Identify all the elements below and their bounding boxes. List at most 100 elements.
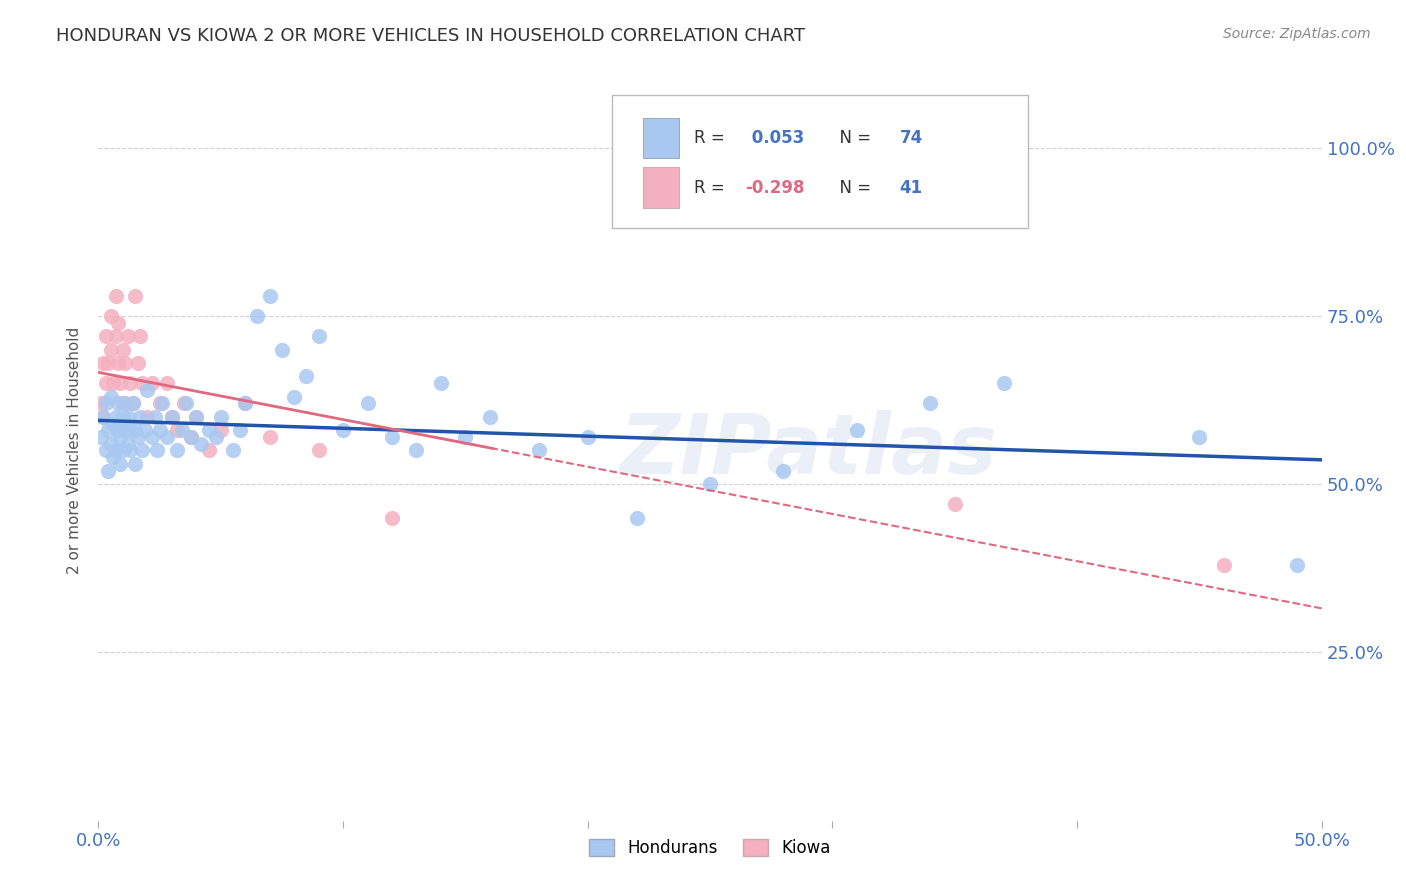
Point — [97, 464, 120, 478]
Point — [160, 409, 183, 424]
Point — [124, 423, 146, 437]
Point — [222, 443, 245, 458]
Y-axis label: 2 or more Vehicles in Household: 2 or more Vehicles in Household — [67, 326, 83, 574]
Point — [129, 329, 152, 343]
Point — [136, 409, 159, 424]
Point — [295, 369, 318, 384]
Point — [90, 396, 112, 410]
Point — [1286, 558, 1309, 572]
Point — [94, 329, 117, 343]
Point — [127, 356, 149, 370]
FancyBboxPatch shape — [643, 168, 679, 208]
Text: ZIPatlas: ZIPatlas — [619, 410, 997, 491]
Point — [381, 510, 404, 524]
Point — [186, 409, 208, 424]
Point — [104, 443, 127, 458]
Point — [111, 443, 134, 458]
FancyBboxPatch shape — [612, 95, 1028, 228]
Point — [94, 396, 117, 410]
Point — [120, 376, 142, 391]
Point — [405, 443, 427, 458]
Point — [91, 409, 114, 424]
Point — [186, 409, 208, 424]
Text: 74: 74 — [900, 129, 922, 147]
Point — [576, 430, 599, 444]
Point — [270, 343, 294, 357]
Point — [94, 443, 117, 458]
Point — [143, 409, 166, 424]
Point — [110, 457, 132, 471]
Point — [141, 430, 163, 444]
Point — [166, 443, 188, 458]
Point — [141, 376, 163, 391]
Point — [626, 510, 648, 524]
Point — [117, 436, 139, 450]
Point — [332, 423, 354, 437]
Point — [233, 396, 256, 410]
Point — [111, 409, 134, 424]
Point — [120, 443, 142, 458]
Point — [259, 430, 281, 444]
Point — [160, 409, 183, 424]
Point — [134, 423, 156, 437]
Point — [283, 390, 305, 404]
Point — [91, 356, 114, 370]
Point — [104, 329, 127, 343]
Point — [699, 477, 721, 491]
Point — [107, 356, 129, 370]
Legend: Hondurans, Kiowa: Hondurans, Kiowa — [582, 832, 838, 864]
Point — [114, 423, 136, 437]
Text: 0.053: 0.053 — [745, 129, 804, 147]
Point — [91, 409, 114, 424]
Point — [478, 409, 501, 424]
Point — [527, 443, 550, 458]
Point — [146, 443, 169, 458]
Point — [101, 376, 124, 391]
Point — [110, 376, 132, 391]
Point — [101, 450, 124, 465]
Point — [356, 396, 378, 410]
Text: -0.298: -0.298 — [745, 178, 806, 197]
Point — [111, 343, 134, 357]
Text: R =: R = — [695, 178, 730, 197]
Point — [111, 396, 134, 410]
Point — [381, 430, 404, 444]
Point — [104, 288, 127, 302]
Point — [136, 383, 159, 397]
Point — [156, 430, 179, 444]
Point — [246, 309, 269, 323]
Point — [107, 396, 129, 410]
Point — [190, 436, 212, 450]
Point — [100, 436, 122, 450]
Text: N =: N = — [828, 129, 876, 147]
Point — [97, 356, 120, 370]
Point — [107, 316, 129, 330]
Point — [1188, 430, 1211, 444]
Point — [176, 396, 198, 410]
Point — [209, 423, 232, 437]
Point — [233, 396, 256, 410]
Point — [124, 457, 146, 471]
Point — [920, 396, 942, 410]
Point — [259, 288, 281, 302]
Text: 41: 41 — [900, 178, 922, 197]
Point — [131, 376, 153, 391]
Point — [131, 443, 153, 458]
Point — [100, 343, 122, 357]
Point — [114, 356, 136, 370]
Point — [430, 376, 453, 391]
Point — [114, 396, 136, 410]
Point — [117, 329, 139, 343]
Point — [107, 423, 129, 437]
Point — [127, 430, 149, 444]
Point — [209, 409, 232, 424]
Point — [104, 409, 127, 424]
Point — [772, 464, 794, 478]
Point — [120, 423, 142, 437]
Point — [156, 376, 179, 391]
Point — [166, 423, 188, 437]
Point — [149, 423, 172, 437]
Point — [943, 497, 966, 511]
Point — [170, 423, 193, 437]
Point — [308, 443, 330, 458]
